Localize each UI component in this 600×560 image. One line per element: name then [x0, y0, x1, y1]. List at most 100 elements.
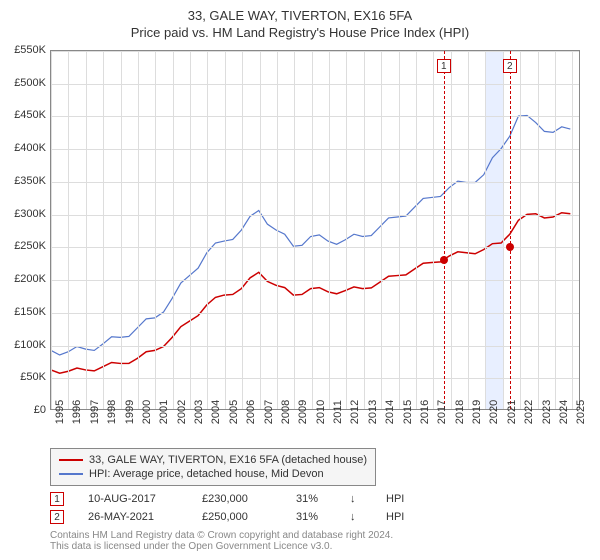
sale-price-1: £230,000 — [202, 493, 272, 505]
x-tick-label: 2006 — [245, 400, 257, 424]
sale-dot — [506, 243, 514, 251]
gridline-v — [312, 51, 313, 409]
y-tick-label: £350K — [6, 175, 46, 187]
chart-title: 33, GALE WAY, TIVERTON, EX16 5FA — [0, 8, 600, 23]
gridline-v — [381, 51, 382, 409]
gridline-v — [538, 51, 539, 409]
gridline-v — [121, 51, 122, 409]
gridline-v — [364, 51, 365, 409]
gridline-v — [277, 51, 278, 409]
sales-table: 1 10-AUG-2017 £230,000 31% ↓ HPI 2 26-MA… — [50, 490, 404, 526]
x-tick-label: 2007 — [263, 400, 275, 424]
x-tick-label: 2018 — [454, 400, 466, 424]
gridline-h — [51, 84, 579, 85]
y-tick-label: £400K — [6, 142, 46, 154]
x-tick-label: 2005 — [228, 400, 240, 424]
gridline-v — [68, 51, 69, 409]
y-tick-label: £300K — [6, 208, 46, 220]
x-tick-label: 2008 — [280, 400, 292, 424]
x-tick-label: 2023 — [541, 400, 553, 424]
table-row: 2 26-MAY-2021 £250,000 31% ↓ HPI — [50, 508, 404, 526]
gridline-v — [155, 51, 156, 409]
gridline-h — [51, 215, 579, 216]
chart-plot-area: 12 — [50, 50, 580, 410]
sale-badge-1: 1 — [50, 492, 64, 506]
gridline-v — [503, 51, 504, 409]
gridline-v — [416, 51, 417, 409]
sale-pct-2: 31% — [296, 511, 326, 523]
y-tick-label: £150K — [6, 306, 46, 318]
gridline-h — [51, 280, 579, 281]
x-tick-label: 2022 — [523, 400, 535, 424]
legend-label-property: 33, GALE WAY, TIVERTON, EX16 5FA (detach… — [89, 454, 367, 466]
sale-marker-badge: 1 — [437, 59, 451, 73]
x-tick-label: 2024 — [558, 400, 570, 424]
gridline-v — [260, 51, 261, 409]
x-tick-label: 2001 — [158, 400, 170, 424]
title-block: 33, GALE WAY, TIVERTON, EX16 5FA Price p… — [0, 0, 600, 40]
gridline-v — [433, 51, 434, 409]
gridline-v — [51, 51, 52, 409]
legend-swatch-property — [59, 459, 83, 461]
y-tick-label: £100K — [6, 339, 46, 351]
x-tick-label: 1998 — [106, 400, 118, 424]
gridline-v — [242, 51, 243, 409]
y-tick-label: £250K — [6, 240, 46, 252]
gridline-v — [103, 51, 104, 409]
gridline-v — [555, 51, 556, 409]
gridline-v — [329, 51, 330, 409]
gridline-v — [451, 51, 452, 409]
gridline-v — [190, 51, 191, 409]
sale-pct-1: 31% — [296, 493, 326, 505]
y-tick-label: £200K — [6, 273, 46, 285]
legend-row-hpi: HPI: Average price, detached house, Mid … — [59, 467, 367, 481]
sale-vline — [444, 51, 445, 409]
x-tick-label: 2015 — [402, 400, 414, 424]
sale-vs-1: HPI — [386, 493, 404, 505]
gridline-v — [572, 51, 573, 409]
gridline-h — [51, 313, 579, 314]
x-tick-label: 2013 — [367, 400, 379, 424]
x-tick-label: 2009 — [297, 400, 309, 424]
sale-vline — [510, 51, 511, 409]
x-tick-label: 1997 — [89, 400, 101, 424]
gridline-h — [51, 182, 579, 183]
x-tick-label: 2002 — [176, 400, 188, 424]
gridline-v — [468, 51, 469, 409]
y-tick-label: £0 — [6, 404, 46, 416]
x-tick-label: 2000 — [141, 400, 153, 424]
footnote: Contains HM Land Registry data © Crown c… — [50, 530, 393, 552]
sale-dir-2: ↓ — [350, 511, 362, 523]
legend-swatch-hpi — [59, 473, 83, 475]
gridline-v — [399, 51, 400, 409]
table-row: 1 10-AUG-2017 £230,000 31% ↓ HPI — [50, 490, 404, 508]
sale-badge-2: 2 — [50, 510, 64, 524]
sale-marker-badge: 2 — [503, 59, 517, 73]
x-tick-label: 2016 — [419, 400, 431, 424]
chart-lines-svg — [51, 51, 579, 409]
y-tick-label: £50K — [6, 371, 46, 383]
y-tick-label: £500K — [6, 77, 46, 89]
x-tick-label: 2021 — [506, 400, 518, 424]
x-tick-label: 1996 — [71, 400, 83, 424]
sale-dot — [440, 256, 448, 264]
x-tick-label: 2025 — [575, 400, 587, 424]
sale-date-1: 10-AUG-2017 — [88, 493, 178, 505]
x-tick-label: 2003 — [193, 400, 205, 424]
legend-row-property: 33, GALE WAY, TIVERTON, EX16 5FA (detach… — [59, 453, 367, 467]
x-tick-label: 1999 — [124, 400, 136, 424]
footnote-line2: This data is licensed under the Open Gov… — [50, 541, 393, 552]
sale-date-2: 26-MAY-2021 — [88, 511, 178, 523]
x-tick-label: 2020 — [488, 400, 500, 424]
legend: 33, GALE WAY, TIVERTON, EX16 5FA (detach… — [50, 448, 376, 486]
x-tick-label: 2010 — [315, 400, 327, 424]
gridline-v — [485, 51, 486, 409]
x-tick-label: 2004 — [210, 400, 222, 424]
chart-container: 33, GALE WAY, TIVERTON, EX16 5FA Price p… — [0, 0, 600, 560]
gridline-v — [294, 51, 295, 409]
sale-price-2: £250,000 — [202, 511, 272, 523]
x-tick-label: 2019 — [471, 400, 483, 424]
chart-subtitle: Price paid vs. HM Land Registry's House … — [0, 25, 600, 40]
x-tick-label: 2012 — [349, 400, 361, 424]
gridline-v — [173, 51, 174, 409]
